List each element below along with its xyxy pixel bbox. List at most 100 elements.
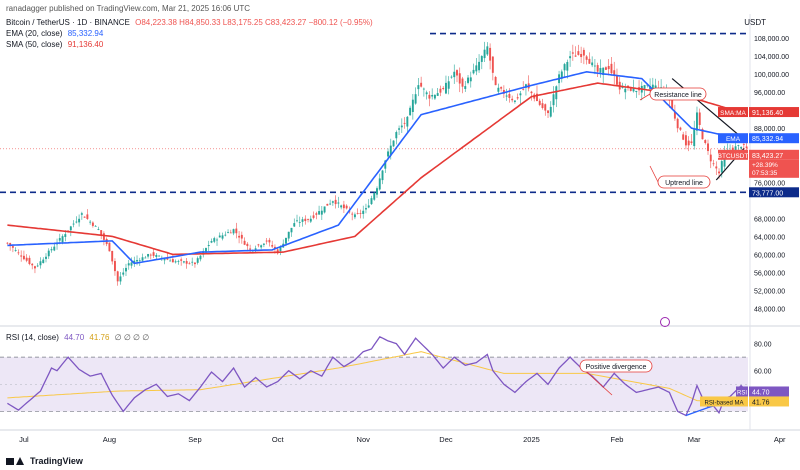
ohlc-values: O84,223.38 H84,850.33 L83,175.25 C83,423… xyxy=(135,18,373,27)
candle-body xyxy=(682,134,685,140)
candle-body xyxy=(450,76,453,78)
candle-body xyxy=(599,68,602,73)
candle-body xyxy=(687,140,690,146)
candle-body xyxy=(555,86,558,100)
candle-body xyxy=(566,61,569,71)
candle-body xyxy=(119,276,122,282)
sma-legend[interactable]: SMA (50, close) 91,136.40 xyxy=(6,40,103,49)
candle-body xyxy=(235,228,238,234)
uptrend-callout-label: Uptrend line xyxy=(665,180,703,187)
candle-body xyxy=(745,146,748,149)
candle-body xyxy=(246,243,249,247)
symbol-title[interactable]: Bitcoin / TetherUS · 1D · BINANCE xyxy=(6,18,130,27)
candle-body xyxy=(734,146,737,151)
candle-body xyxy=(298,222,301,223)
candle-body xyxy=(287,231,290,239)
candle-body xyxy=(102,233,105,240)
candle-body xyxy=(604,67,607,70)
candle-body xyxy=(122,272,125,275)
candle-body xyxy=(632,87,635,92)
candle-body xyxy=(593,65,596,67)
candle-body xyxy=(431,94,434,97)
btc-price-tag-value-box xyxy=(749,149,799,160)
candle-body xyxy=(395,132,398,139)
candle-body xyxy=(348,211,351,213)
candle-body xyxy=(42,259,45,264)
candle-body xyxy=(83,216,86,218)
time-axis-label: Mar xyxy=(688,435,701,444)
candle-body xyxy=(709,154,712,162)
candle-body xyxy=(331,201,334,203)
rsi-ma-tag-label: RSI-based MA xyxy=(704,400,743,406)
candle-body xyxy=(210,241,213,243)
candle-body xyxy=(458,73,461,84)
tradingview-footer[interactable]: TradingView xyxy=(6,456,83,466)
candle-body xyxy=(676,118,679,129)
candle-body xyxy=(629,87,632,91)
sma-price-tag-label: SMA:MA xyxy=(720,110,746,117)
candle-body xyxy=(362,210,365,214)
candle-body xyxy=(191,261,194,263)
candle-body xyxy=(737,145,740,146)
candle-body xyxy=(624,88,627,93)
candle-body xyxy=(707,143,709,152)
candle-body xyxy=(320,210,323,215)
sma-legend-label: SMA (50, close) xyxy=(6,40,63,49)
candle-body xyxy=(731,147,734,151)
candle-body xyxy=(472,69,475,74)
candle-body xyxy=(147,254,150,257)
candle-body xyxy=(511,98,514,101)
candle-body xyxy=(182,261,185,263)
uptrend-callout-box xyxy=(657,175,711,189)
candle-body xyxy=(701,129,704,140)
ema-price-tag-value: 85,332.94 xyxy=(752,136,783,143)
candle-body xyxy=(224,234,227,236)
candle-body xyxy=(712,163,715,165)
candle-body xyxy=(50,249,53,251)
candle-body xyxy=(326,203,329,206)
btc-price-tag-label-box xyxy=(718,149,748,160)
candle-body xyxy=(273,246,276,249)
uptrend-callout-pointer xyxy=(649,165,659,183)
rsi-tag-label-box xyxy=(736,386,748,397)
candle-body xyxy=(307,219,310,220)
candle-body xyxy=(414,94,417,104)
candle-body xyxy=(329,203,332,205)
candle-body xyxy=(213,238,216,242)
candle-body xyxy=(340,205,343,208)
candle-body xyxy=(22,255,25,260)
price-tick-label: 48,000.00 xyxy=(754,306,785,313)
candle-body xyxy=(91,222,94,226)
candle-body xyxy=(467,77,469,83)
candle-body xyxy=(453,71,456,78)
ema-legend-label: EMA (20, close) xyxy=(6,29,63,38)
rsi-ma-tag-value-box xyxy=(749,396,789,407)
candle-body xyxy=(78,218,81,223)
price-tick-label: 76,000.00 xyxy=(754,180,785,187)
sma-price-tag-value: 91,136.40 xyxy=(752,110,783,117)
sma-price-tag-label-box xyxy=(718,107,748,118)
candle-body xyxy=(69,226,72,231)
candle-body xyxy=(315,213,318,215)
candle-body xyxy=(72,223,75,225)
candle-body xyxy=(544,104,547,111)
divergence-callout-label: Positive divergence xyxy=(586,364,647,371)
candle-body xyxy=(127,263,130,266)
candle-body xyxy=(409,107,412,116)
rsi-legend[interactable]: RSI (14, close) 44.70 41.76 ∅ ∅ ∅ ∅ xyxy=(6,333,149,342)
candle-body xyxy=(365,208,367,210)
sma-price-tag-value-box xyxy=(749,107,799,118)
candle-body xyxy=(538,100,541,105)
candle-body xyxy=(205,248,207,253)
publisher-note: ranadagger published on TradingView.com,… xyxy=(6,4,251,13)
candle-body xyxy=(591,62,594,66)
candle-body xyxy=(489,47,492,61)
btc-price-tag-value: 83,423.27 xyxy=(752,153,783,160)
symbol-legend[interactable]: Bitcoin / TetherUS · 1D · BINANCE O84,22… xyxy=(6,18,373,27)
candle-body xyxy=(265,240,268,242)
rsi-tick-label: 60.00 xyxy=(754,369,772,376)
candle-body xyxy=(461,78,464,87)
candle-body xyxy=(75,221,78,223)
ema-legend[interactable]: EMA (20, close) 85,332.94 xyxy=(6,29,103,38)
